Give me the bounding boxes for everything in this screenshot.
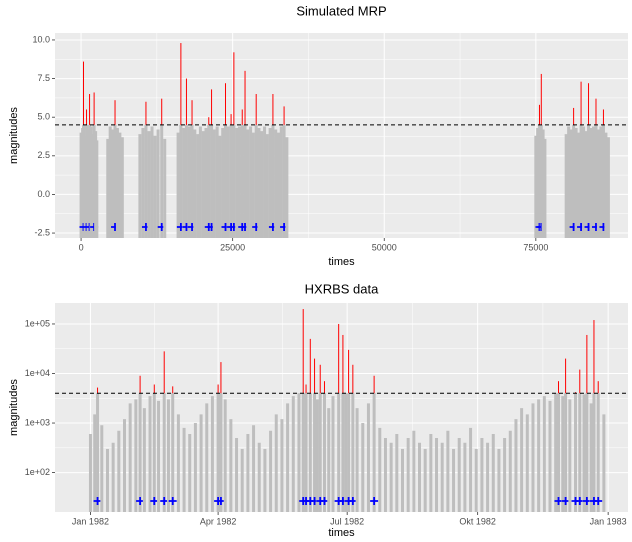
- y-tick-label: 0.0: [37, 189, 50, 199]
- chart-title: Simulated MRP: [296, 3, 386, 18]
- y-tick-label: -2.5: [34, 227, 50, 237]
- exceedance-marker: [594, 497, 603, 505]
- x-tick-label: Okt 1982: [459, 516, 496, 526]
- exceedance-marker: [168, 497, 177, 505]
- x-tick-label: Apr 1982: [200, 516, 237, 526]
- y-tick-label: 7.5: [37, 73, 50, 83]
- exceedance-marker: [348, 497, 357, 505]
- y-tick-label: 1e+05: [25, 318, 50, 328]
- exceedance-marker: [370, 497, 379, 505]
- x-tick-label: 50000: [372, 242, 397, 252]
- exceedance-marker: [561, 497, 570, 505]
- x-axis-label: times: [328, 256, 355, 268]
- exceedance-marker: [150, 497, 159, 505]
- x-tick-label: Jan 1983: [590, 516, 627, 526]
- x-tick-label: Jul 1982: [330, 516, 364, 526]
- x-axis-label: times: [328, 527, 355, 539]
- y-tick-label: 1e+03: [25, 417, 50, 427]
- y-tick-label: 2.5: [37, 150, 50, 160]
- y-tick-label: 1e+02: [25, 467, 50, 477]
- exceedance-marker: [93, 497, 102, 505]
- y-tick-label: 1e+04: [25, 368, 50, 378]
- chart-title: HXRBS data: [305, 281, 379, 296]
- exceedance-marker: [136, 497, 145, 505]
- exceedance-marker: [582, 497, 591, 505]
- panel-background: [55, 33, 628, 238]
- y-axis-label: magnitudes: [8, 107, 20, 164]
- y-tick-label: 5.0: [37, 112, 50, 122]
- exceedance-marker: [160, 497, 169, 505]
- y-tick-label: 10.0: [32, 34, 50, 44]
- exceedance-marker: [554, 497, 563, 505]
- x-tick-label: Jan 1982: [72, 516, 109, 526]
- exceedance-marker: [216, 497, 225, 505]
- exceedance-marker: [575, 497, 584, 505]
- exceedance-marker: [320, 497, 329, 505]
- y-axis-label: magnitudes: [8, 379, 20, 436]
- x-tick-label: 75000: [523, 242, 548, 252]
- x-tick-label: 25000: [220, 242, 245, 252]
- x-tick-label: 0: [79, 242, 84, 252]
